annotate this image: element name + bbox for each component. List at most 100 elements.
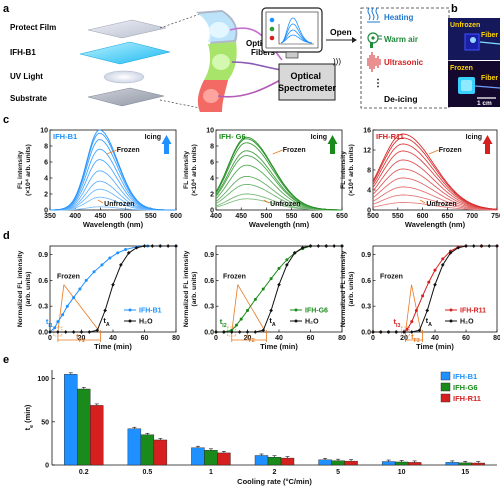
d1-ti-label-sub: I1: [48, 323, 52, 329]
d3-legend-marker-1: [449, 319, 453, 323]
d2-xtick-label-1: 20: [244, 335, 252, 342]
e-bar-1-0: [77, 388, 91, 466]
photo-frozen-fiber-label: Fiber: [481, 75, 498, 82]
c1-frozen-pointer: [106, 149, 117, 155]
d2-ti-label-base: t: [220, 317, 223, 326]
d1-point-0-2: [56, 320, 60, 324]
c2-xtick-label-3: 550: [286, 213, 298, 220]
d1-line-1: [50, 245, 176, 333]
d1-point-0-11: [116, 251, 120, 255]
d1-point-0-4: [65, 304, 69, 308]
d2-point-1-5: [253, 330, 258, 334]
c1-xtick-label-4: 550: [145, 213, 157, 220]
d1-point-1-8: [111, 282, 115, 287]
curved-sensor-surface: [196, 10, 238, 112]
d3-xtick-label-2: 40: [431, 335, 439, 342]
c3-unfrozen-label: Unfrozen: [426, 201, 456, 208]
d2-xlabel: Time (min): [260, 342, 298, 351]
fibers-label-line2: Fibers: [251, 48, 276, 57]
d2-ti-label-sub: I2: [222, 323, 226, 329]
d1-point-1-16: [174, 244, 178, 248]
d1-ti-label-base: t: [46, 317, 49, 326]
c3-spectrum-6: [372, 150, 497, 210]
layer-labels: Protect Film IFH-B1 UV Light Substrate: [10, 23, 56, 103]
d2-ta-label-sub: A: [272, 322, 276, 328]
e-xlabel: Cooling rate (°C/min): [237, 477, 312, 486]
e-xtick-label-4: 5: [336, 469, 340, 476]
e-ytick-label-0: 0: [45, 463, 49, 470]
d2-xtick-label-3: 60: [307, 335, 315, 342]
d2-ylabel-0: Normalized FL intensity: [183, 251, 190, 328]
d2-xtick-label-0: 0: [214, 335, 218, 342]
d2-ti-label: tI2: [220, 317, 227, 329]
e-bar-0-2: [191, 447, 205, 466]
c1-ylabel-0: FL intensity: [17, 151, 24, 189]
photo-frozen-label: Frozen: [450, 65, 473, 72]
scale-bar-label: 1 cm: [477, 100, 492, 107]
d1-xtick-label-4: 80: [172, 335, 180, 342]
d2-point-0-6: [253, 297, 257, 301]
e-ylabel: te (min): [23, 404, 35, 430]
e-xtick-label-1: 0.5: [142, 469, 152, 476]
layer-label-uv-light: UV Light: [10, 72, 43, 81]
optical-fiber-top: [229, 27, 283, 61]
d1-point-0-5: [72, 296, 76, 300]
d1-legend-label-0: IFH-B1: [139, 308, 162, 315]
c2-icing-arrow-head: [327, 135, 338, 144]
c3-ylabel-1: (×10⁴ arb. units): [348, 144, 355, 196]
e-xtick-label-5: 10: [398, 469, 406, 476]
photo-unfrozen-fiber-label: Fiber: [481, 32, 498, 39]
c3-frozen-pointer: [428, 149, 439, 155]
d2-frame: [215, 245, 343, 333]
d1-xlabel: Time (min): [94, 342, 132, 351]
d1-point-0-10: [108, 256, 112, 260]
c1-ytick-label-2: 4: [44, 176, 48, 183]
d1-frame: [49, 245, 177, 333]
c1-spectrum-9: [49, 129, 176, 211]
c2-ytick-label-5: 10: [206, 128, 214, 135]
d3-point-1-0: [371, 330, 375, 334]
fibers-label-line1: Optical: [246, 39, 273, 48]
d1-ytick-label-0: 0.0: [38, 330, 48, 337]
d2-tf-label-base: t: [246, 332, 249, 341]
e-legend-swatch-2: [440, 393, 451, 403]
d2-frozen-label: Frozen: [223, 274, 246, 281]
e-bar-1-5: [394, 461, 409, 466]
d2-point-1-1: [222, 330, 226, 334]
photo-unfrozen-fiber: [479, 41, 500, 45]
d2-ytick-label-2: 0.6: [204, 278, 214, 285]
e-bar-2-5: [407, 462, 422, 466]
e-bar-1-4: [331, 460, 345, 466]
photo-frozen-fiber: [474, 85, 500, 89]
e-xtick-label-3: 2: [273, 469, 277, 476]
d3-point-1-9: [440, 263, 445, 267]
d2-point-1-12: [308, 244, 313, 248]
c1-frame: [49, 129, 177, 211]
c3-frozen-label: Frozen: [439, 147, 462, 154]
spectrometer-label: Optical Spectrometer: [278, 71, 337, 93]
d2-xtick-label-4: 80: [338, 335, 346, 342]
e-legend-label-0: IFH-B1: [453, 372, 477, 381]
photo-frozen-glow: [461, 80, 472, 91]
d1-legend-label-1: H₂O: [139, 319, 153, 326]
e-legend-label-2: IFH-R11: [453, 394, 481, 403]
d2-ytick-label-3: 0.9: [204, 252, 214, 259]
e-xtick-label-2: 1: [209, 469, 213, 476]
e-bar-2-2: [217, 452, 231, 466]
d1-point-0-8: [92, 270, 96, 274]
d3-ti-label: tI3: [394, 317, 401, 329]
d2-point-1-3: [237, 330, 242, 334]
e-ytick-label-2: 100: [37, 376, 49, 383]
d2-legend-marker-1: [294, 319, 298, 323]
d2-tf-label-sub: F2: [249, 338, 255, 344]
c2-icing-label: Icing: [311, 134, 327, 141]
e-bar-0-1: [127, 428, 142, 466]
d3-frozen-label: Frozen: [380, 274, 403, 281]
panel-label-a: a: [3, 3, 10, 15]
c2-spectrum-9: [215, 136, 342, 211]
d1-point-1-1: [56, 330, 60, 334]
d1-ytick-label-1: 0.3: [38, 304, 48, 311]
d1-ti-label: tI1: [46, 317, 53, 329]
d2-point-1-8: [277, 282, 281, 287]
